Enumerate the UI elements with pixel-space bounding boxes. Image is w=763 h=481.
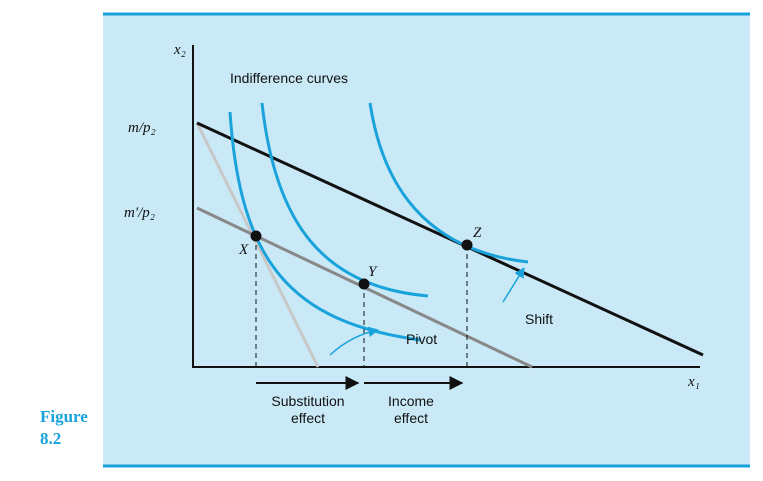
point — [358, 278, 370, 290]
pivot-label: Pivot — [406, 331, 437, 347]
y-intercept-label: m/p₂ — [128, 120, 156, 136]
indifference-curve — [368, 102, 529, 264]
pivoted-budget-line — [195, 122, 320, 368]
figure-label: Figure — [40, 407, 88, 426]
shift-arrow — [502, 267, 525, 303]
pivot-arrow — [329, 326, 380, 356]
x-axis-label: x₁ — [687, 374, 700, 390]
income-label: Income — [388, 393, 434, 409]
substitution-label: Substitution — [271, 393, 344, 409]
point — [250, 230, 262, 242]
y-intercept-label: m′/p₂ — [124, 205, 155, 221]
y-axis-label: x₂ — [173, 42, 186, 58]
point-label: Y — [368, 264, 378, 280]
shift-label: Shift — [525, 311, 553, 327]
panel — [103, 14, 750, 466]
point-label: X — [238, 242, 249, 258]
dashed-drops — [255, 236, 468, 367]
curves-label: Indifference curves — [230, 70, 348, 86]
point-label: Z — [473, 225, 482, 241]
substitution-label: effect — [291, 410, 325, 426]
indifference-curve — [260, 102, 429, 298]
point — [461, 239, 473, 251]
figure-number: 8.2 — [40, 429, 61, 448]
income-label: effect — [394, 410, 428, 426]
